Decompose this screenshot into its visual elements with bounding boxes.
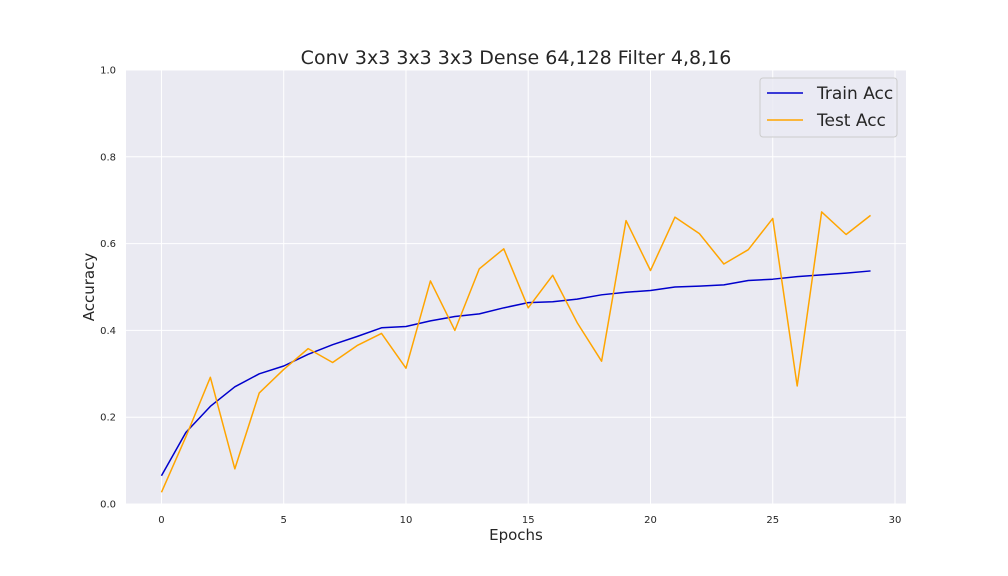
x-tick-label: 5 (281, 515, 287, 526)
x-axis-label: Epochs (489, 526, 543, 544)
y-tick-label: 0.8 (100, 152, 116, 163)
legend: Train Acc Test Acc (759, 77, 898, 138)
x-tick-label: 25 (766, 515, 779, 526)
x-tick-label: 30 (889, 515, 902, 526)
y-axis-ticks: 0.0 0.2 0.4 0.6 0.8 1.0 (100, 66, 116, 511)
y-tick-label: 0.4 (100, 326, 116, 337)
y-tick-label: 0.6 (100, 239, 116, 250)
y-tick-label: 0.0 (100, 500, 116, 511)
x-tick-label: 15 (522, 515, 535, 526)
plot-area (126, 70, 906, 504)
chart-title: Conv 3x3 3x3 3x3 Dense 64,128 Filter 4,8… (301, 47, 732, 69)
x-tick-label: 20 (644, 515, 657, 526)
y-tick-label: 1.0 (100, 66, 116, 77)
series-line-test-acc (160, 211, 872, 493)
y-axis-label: Accuracy (80, 253, 98, 322)
legend-label-train-acc: Train Acc (816, 84, 893, 104)
series-lines (160, 211, 872, 493)
legend-label-test-acc: Test Acc (816, 111, 886, 131)
x-tick-label: 10 (400, 515, 413, 526)
x-tick-label: 0 (158, 515, 164, 526)
series-line-train-acc (160, 270, 871, 477)
x-axis-ticks: 0 5 10 15 20 25 30 (158, 515, 901, 526)
y-tick-label: 0.2 (100, 413, 116, 424)
